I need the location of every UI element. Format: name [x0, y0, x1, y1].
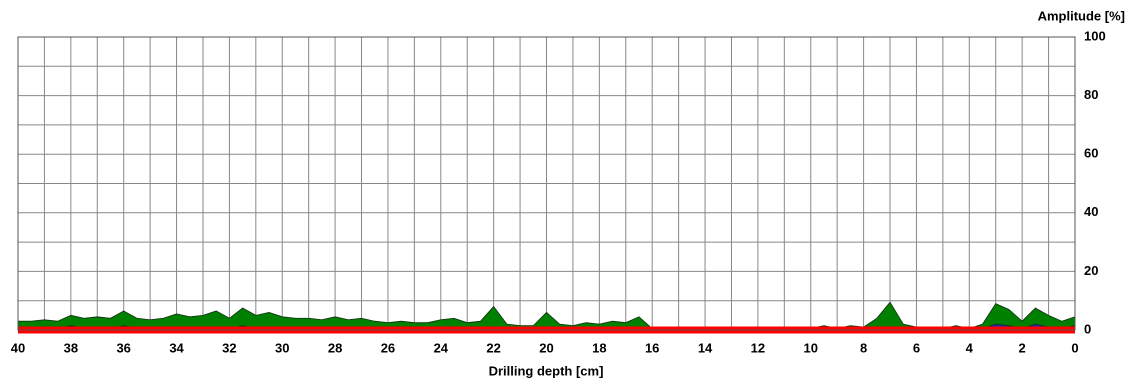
y-tick-label: 20	[1084, 263, 1098, 278]
y-tick-label: 100	[1084, 28, 1106, 43]
x-tick-label: 40	[11, 340, 25, 355]
y-tick-label: 40	[1084, 204, 1098, 219]
x-tick-label: 16	[645, 340, 659, 355]
x-axis-label: Drilling depth [cm]	[489, 363, 604, 378]
x-tick-label: 6	[913, 340, 920, 355]
x-tick-label: 8	[860, 340, 867, 355]
x-tick-label: 24	[434, 340, 449, 355]
x-tick-label: 0	[1071, 340, 1078, 355]
x-tick-label: 14	[698, 340, 713, 355]
x-tick-label: 12	[751, 340, 765, 355]
plot-frame	[17, 36, 1076, 331]
x-tick-label: 10	[804, 340, 818, 355]
x-tick-label: 4	[966, 340, 974, 355]
x-tick-label: 20	[539, 340, 553, 355]
x-tick-label: 18	[592, 340, 606, 355]
x-tick-label: 32	[222, 340, 236, 355]
y-axis-label: Amplitude [%]	[1038, 8, 1125, 23]
x-tick-label: 28	[328, 340, 342, 355]
x-tick-label: 36	[116, 340, 130, 355]
x-tick-label: 22	[486, 340, 500, 355]
x-tick-label: 26	[381, 340, 395, 355]
x-tick-label: 2	[1019, 340, 1026, 355]
x-tick-label: 34	[169, 340, 184, 355]
x-tick-label: 30	[275, 340, 289, 355]
x-tick-label: 38	[64, 340, 78, 355]
y-tick-label: 80	[1084, 87, 1098, 102]
y-tick-label: 0	[1084, 321, 1091, 336]
y-tick-label: 60	[1084, 146, 1098, 161]
